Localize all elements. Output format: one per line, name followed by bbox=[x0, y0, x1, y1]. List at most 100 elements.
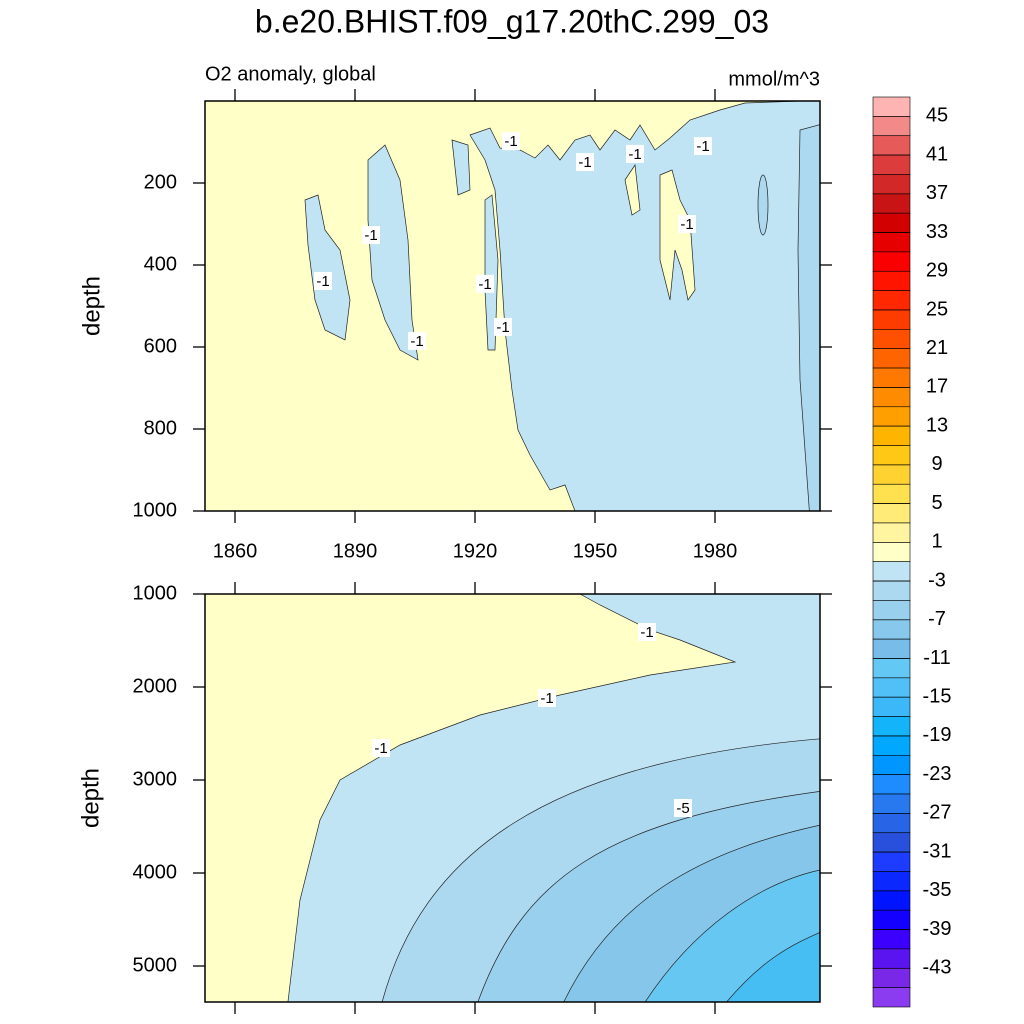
y-tick-label: 800 bbox=[144, 417, 177, 439]
contour-label-box bbox=[694, 137, 712, 156]
colorbar-box bbox=[872, 232, 911, 253]
contour-label: -1 bbox=[496, 319, 509, 336]
colorbar-box bbox=[872, 251, 911, 272]
colorbar-box bbox=[872, 406, 911, 427]
colorbar-box bbox=[872, 154, 911, 175]
contour-label-box bbox=[626, 144, 644, 163]
colorbar-box bbox=[872, 890, 911, 911]
y-tick-label: 4000 bbox=[133, 861, 178, 883]
colorbar-box bbox=[872, 270, 911, 291]
contour-label: -1 bbox=[364, 227, 377, 244]
colorbar-box bbox=[872, 929, 911, 950]
colorbar-box bbox=[872, 464, 911, 485]
contour-label: -5 bbox=[676, 800, 689, 817]
y-tick-label: 600 bbox=[144, 335, 177, 357]
colorbar-box bbox=[872, 909, 911, 930]
colorbar-label: -3 bbox=[928, 569, 946, 591]
colorbar-box bbox=[872, 851, 911, 872]
x-tick-label: 1860 bbox=[213, 540, 258, 562]
colorbar-box bbox=[872, 677, 911, 698]
contour-label-box bbox=[372, 739, 390, 758]
lower-field bbox=[205, 594, 820, 1002]
colorbar-box bbox=[872, 348, 911, 369]
colorbar-box bbox=[872, 638, 911, 659]
subtitle-left: O2 anomaly, global bbox=[205, 63, 376, 85]
contour-label: -1 bbox=[696, 138, 709, 155]
colorbar-label: 25 bbox=[926, 298, 948, 320]
colorbar-box bbox=[872, 793, 911, 814]
colorbar-box bbox=[872, 542, 911, 562]
colorbar-label: 29 bbox=[926, 260, 948, 282]
y-axis-label: depth bbox=[77, 768, 104, 828]
y-axis-label: depth bbox=[78, 276, 105, 336]
x-tick-label: 1980 bbox=[693, 540, 738, 562]
contour-label-box bbox=[314, 271, 332, 290]
colorbar-box bbox=[872, 948, 911, 969]
x-tick-label: 1890 bbox=[333, 540, 378, 562]
contour-label: -1 bbox=[628, 146, 641, 163]
contour-label: -1 bbox=[478, 276, 491, 293]
colorbar-box bbox=[872, 987, 911, 1008]
contour-label: -1 bbox=[316, 273, 329, 290]
colorbar-label: -31 bbox=[923, 840, 952, 862]
colorbar-label: 45 bbox=[926, 105, 948, 127]
colorbar-label: 21 bbox=[926, 337, 948, 359]
y-tick-label: 200 bbox=[144, 171, 177, 193]
colorbar-box bbox=[872, 774, 911, 795]
colorbar-box bbox=[872, 619, 911, 640]
y-tick-label: 1000 bbox=[133, 499, 178, 521]
colorbar-box bbox=[872, 832, 911, 853]
x-tick-label: 1920 bbox=[453, 540, 498, 562]
upper-field bbox=[205, 101, 820, 511]
colorbar-label: 5 bbox=[931, 492, 942, 514]
contour-label: -1 bbox=[504, 133, 517, 150]
contour-label: -1 bbox=[374, 740, 387, 757]
contour-label-box bbox=[476, 274, 494, 293]
colorbar-box bbox=[872, 813, 911, 834]
contour-label: -1 bbox=[640, 624, 653, 641]
colorbar-box bbox=[872, 522, 911, 543]
colorbar-box bbox=[872, 445, 911, 466]
upper-frame bbox=[204, 100, 821, 512]
colorbar-box bbox=[872, 425, 911, 446]
colorbar-label: 33 bbox=[926, 221, 948, 243]
contour-label-box bbox=[408, 331, 426, 350]
subtitle-right: mmol/m^3 bbox=[728, 68, 820, 90]
colorbar-box bbox=[872, 754, 911, 775]
colorbar-label: -39 bbox=[923, 918, 952, 940]
colorbar-box bbox=[872, 193, 911, 214]
contour-label-box bbox=[538, 688, 556, 707]
colorbar-box bbox=[872, 967, 911, 988]
y-tick-label: 2000 bbox=[133, 675, 178, 697]
colorbar-box bbox=[872, 329, 911, 350]
colorbar-label: 17 bbox=[926, 376, 948, 398]
colorbar-label: -7 bbox=[928, 608, 946, 630]
colorbar-box bbox=[872, 135, 911, 156]
y-tick-label: 400 bbox=[144, 253, 177, 275]
contour-label-box bbox=[674, 798, 692, 817]
colorbar-box bbox=[872, 367, 911, 388]
colorbar-label: 13 bbox=[926, 414, 948, 436]
contour-label-box bbox=[502, 132, 520, 151]
y-tick-label: 1000 bbox=[133, 582, 178, 604]
colorbar-label: 41 bbox=[926, 143, 948, 165]
colorbar-box bbox=[872, 503, 911, 524]
y-tick-label: 3000 bbox=[133, 768, 178, 790]
colorbar-box bbox=[872, 309, 911, 330]
colorbar-box bbox=[872, 174, 911, 195]
y-tick-label: 5000 bbox=[133, 954, 178, 976]
x-tick-label: 1950 bbox=[573, 540, 618, 562]
colorbar-box bbox=[872, 561, 911, 582]
colorbar-box bbox=[872, 871, 911, 892]
colorbar-label: -11 bbox=[923, 647, 950, 669]
colorbar-label: -15 bbox=[923, 685, 952, 707]
colorbar-box bbox=[872, 735, 911, 756]
colorbar-box bbox=[872, 580, 911, 601]
colorbar-label: -19 bbox=[923, 724, 952, 746]
contour-label-box bbox=[576, 153, 594, 172]
colorbar-label: -27 bbox=[923, 802, 952, 824]
colorbar-box bbox=[872, 116, 911, 137]
lower-frame bbox=[204, 593, 821, 1003]
